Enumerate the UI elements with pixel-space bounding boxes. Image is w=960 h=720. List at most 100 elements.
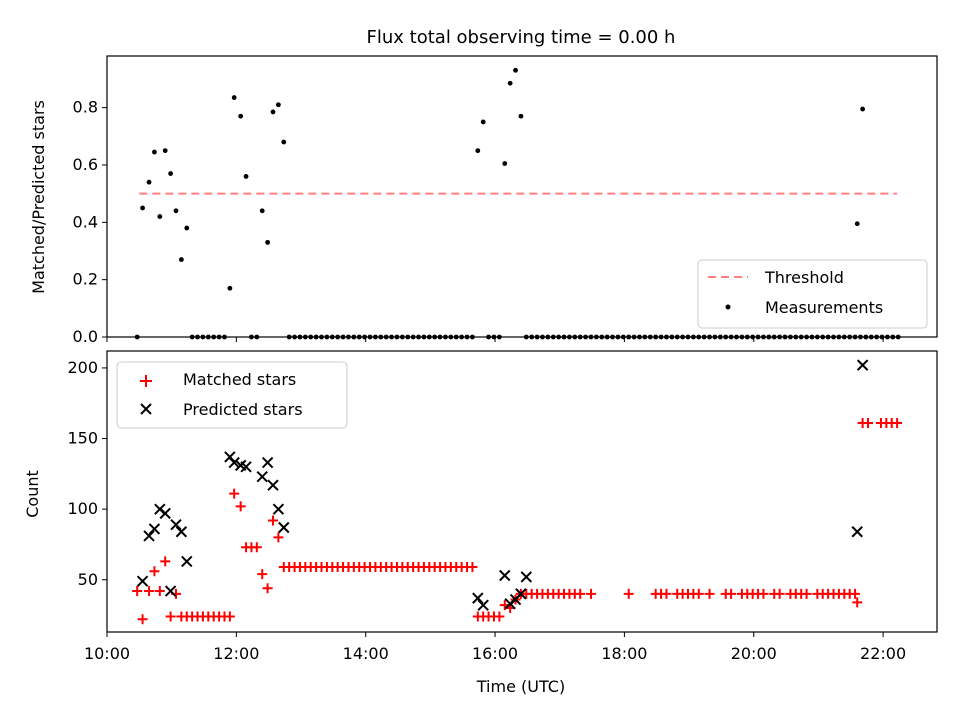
matched-point: [160, 556, 171, 567]
bottom-y-tick-label: 100: [67, 499, 98, 518]
measurement-point: [184, 225, 190, 231]
x-tick-label: 16:00: [472, 644, 518, 663]
measurement-point: [313, 334, 319, 340]
measurement-point: [858, 334, 863, 340]
measurement-point: [890, 334, 896, 340]
measurement-point: [572, 334, 578, 340]
measurement-point: [265, 239, 271, 245]
x-axis-label: Time (UTC): [476, 677, 565, 696]
measurement-point: [631, 334, 637, 340]
matched-points: [132, 418, 903, 625]
matched-point: [224, 611, 235, 622]
measurement-point: [168, 171, 173, 176]
measurement-point: [690, 334, 696, 340]
legend-matched-label: Matched stars: [183, 370, 296, 389]
top-y-ticks: 0.0 0.2 0.4 0.6 0.8: [73, 98, 107, 346]
measurement-point: [885, 334, 890, 340]
measurement-point: [157, 214, 163, 219]
top-y-tick-label: 0.8: [73, 98, 98, 117]
predicted-point: [256, 470, 268, 483]
measurement-point: [680, 334, 686, 340]
predicted-point: [240, 461, 252, 473]
measurement-point: [426, 334, 432, 340]
measurement-point: [766, 334, 772, 340]
predicted-point: [228, 456, 240, 469]
matched-point: [801, 588, 812, 599]
measurement-point: [707, 334, 712, 340]
measurement-point: [243, 174, 249, 179]
matched-point: [262, 583, 273, 594]
bottom-legend-box: [116, 361, 348, 429]
measurement-point: [297, 334, 303, 340]
measurement-point: [373, 334, 378, 340]
measurement-point: [281, 139, 287, 145]
matched-point: [132, 586, 143, 597]
measurement-point: [755, 334, 761, 340]
measurement-point: [410, 334, 416, 340]
bottom-y-ticks: 50 100 150 200: [67, 358, 107, 589]
measurement-point: [464, 334, 470, 340]
measurement-point: [739, 334, 745, 340]
matched-point: [273, 532, 284, 543]
measurement-point: [249, 334, 254, 340]
top-y-tick-label: 0.4: [73, 212, 98, 231]
measurement-point: [588, 334, 594, 340]
matched-point: [137, 614, 148, 625]
measurement-point: [788, 334, 793, 340]
measurement-point: [664, 334, 669, 340]
measurement-point: [523, 334, 529, 340]
matched-point: [726, 588, 737, 599]
measurement-point: [874, 334, 880, 340]
measurement-point: [222, 334, 227, 340]
measurement-point: [329, 334, 335, 340]
top-y-tick-label: 0.0: [73, 327, 98, 346]
predicted-point: [851, 526, 863, 538]
measurement-point: [825, 334, 831, 340]
measurement-point: [860, 106, 866, 112]
measurement-point: [491, 334, 497, 340]
measurement-point: [152, 149, 157, 155]
measurement-point: [216, 334, 222, 340]
legend-predicted-label: Predicted stars: [183, 400, 303, 419]
top-y-axis-label: Matched/Predicted stars: [29, 100, 48, 294]
measurement-point: [777, 334, 783, 340]
measurement-point: [448, 334, 454, 340]
predicted-point: [159, 507, 171, 520]
measurement-point: [292, 334, 297, 340]
measurement-point: [669, 334, 675, 340]
measurement-point: [642, 334, 648, 340]
measurement-point: [421, 334, 427, 340]
matched-point: [154, 586, 165, 597]
measurement-point: [399, 334, 405, 340]
measurement-point: [340, 334, 346, 340]
measurement-point: [259, 208, 265, 214]
measurement-point: [335, 334, 341, 340]
measurement-point: [405, 334, 411, 340]
top-x-ticks: [106, 337, 884, 342]
top-axes-frame: [106, 55, 938, 338]
predicted-point: [272, 503, 285, 515]
measurement-point: [599, 334, 605, 340]
measurement-point: [550, 334, 556, 340]
predicted-points: [136, 359, 869, 611]
bottom-y-tick-label: 200: [67, 358, 98, 377]
matched-point: [144, 586, 155, 597]
measurement-point: [750, 334, 756, 340]
matched-point: [863, 418, 874, 429]
measurement-point: [534, 334, 540, 340]
measurement-point: [831, 334, 836, 340]
measurement-point: [270, 109, 276, 115]
measurement-point: [529, 334, 535, 340]
measurement-point: [367, 334, 373, 340]
legend-matched-swatch: [140, 375, 152, 387]
matched-point: [623, 588, 634, 599]
measurement-point: [804, 334, 809, 340]
measurement-point: [394, 334, 400, 340]
measurement-point: [351, 334, 357, 340]
measurement-point: [470, 334, 475, 340]
measurement-point: [793, 334, 799, 340]
measurement-point: [378, 334, 384, 340]
predicted-point: [143, 530, 155, 542]
measurement-point: [254, 334, 260, 340]
